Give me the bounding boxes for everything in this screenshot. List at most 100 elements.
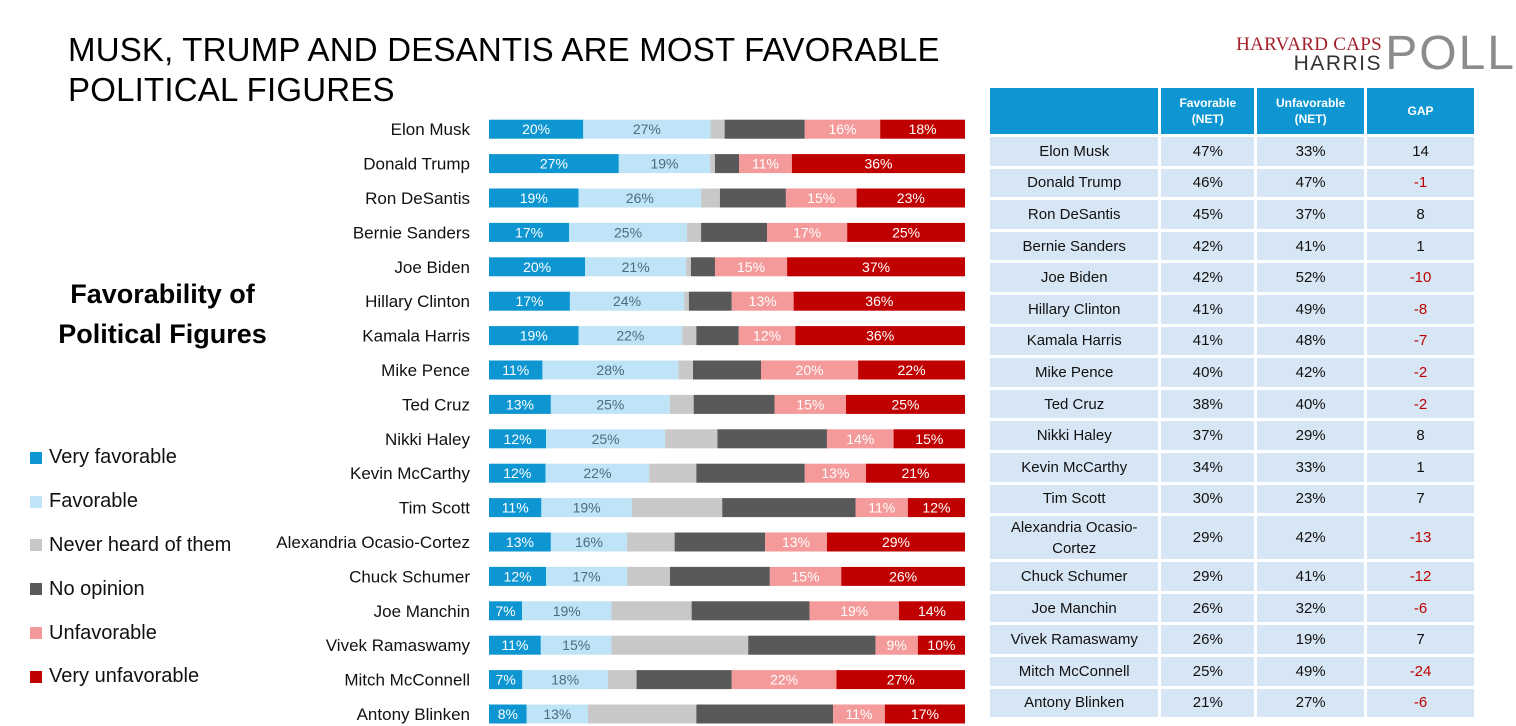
bar-kevin-mccarthy-very-unfavorable (866, 463, 965, 483)
data-label-ted-cruz-very-unfavorable: 25% (891, 396, 919, 412)
bar-ron-desantis-very-favorable (489, 188, 579, 208)
legend-label-unfavorable: Unfavorable (49, 621, 157, 644)
bar-bernie-sanders-unfavorable (767, 222, 848, 242)
data-label-ted-cruz-very-favorable: 13% (506, 396, 534, 412)
data-label-hillary-clinton-very-favorable: 17% (515, 293, 543, 309)
bar-kevin-mccarthy-favorable (545, 463, 650, 483)
table-cell-favorable: 42% (1161, 263, 1255, 292)
bar-kamala-harris-favorable (578, 326, 683, 346)
bar-alexandria-ocasio-cortez-no-opinion (674, 532, 766, 552)
data-label-antony-blinken-unfavorable: 11% (845, 706, 872, 722)
legend-label-favorable: Favorable (49, 490, 138, 513)
bar-vivek-ramaswamy-very-favorable (489, 635, 541, 655)
bar-mitch-mcconnell-unfavorable (731, 670, 837, 690)
bar-tim-scott-favorable (541, 498, 632, 518)
bar-joe-biden-favorable (585, 257, 687, 277)
legend-swatch-no-opinion (30, 583, 42, 596)
bar-hillary-clinton-never-heard-of-them (684, 291, 689, 311)
bar-elon-musk-very-unfavorable (880, 119, 965, 139)
table-row: Chuck Schumer 29% 41% -12 (990, 562, 1474, 591)
bar-bernie-sanders-very-unfavorable (847, 222, 965, 242)
category-label-nikki-haley: Nikki Haley (385, 430, 471, 449)
bar-ron-desantis-no-opinion (719, 188, 786, 208)
bar-hillary-clinton-unfavorable (731, 291, 794, 311)
table-cell-name: Kamala Harris (990, 326, 1159, 356)
bar-donald-trump-never-heard-of-them (710, 154, 715, 174)
bar-mike-pence-never-heard-of-them (678, 360, 693, 380)
bar-nikki-haley-never-heard-of-them (665, 429, 718, 449)
bar-nikki-haley-unfavorable (826, 429, 894, 449)
chart-legend: Very favorable Favorable Never heard of … (30, 436, 231, 699)
bar-chuck-schumer-favorable (546, 566, 628, 586)
category-label-joe-manchin: Joe Manchin (374, 602, 470, 621)
table-cell-favorable: 40% (1161, 358, 1255, 387)
table-cell-name: Chuck Schumer (990, 562, 1159, 591)
table-cell-gap: -2 (1367, 358, 1474, 387)
data-label-nikki-haley-favorable: 25% (592, 431, 620, 447)
bar-kamala-harris-unfavorable (738, 326, 796, 346)
table-cell-favorable: 34% (1161, 452, 1255, 482)
logo-line-1: HARVARD CAPS (1236, 34, 1382, 55)
category-label-joe-biden: Joe Biden (394, 258, 470, 277)
data-label-hillary-clinton-favorable: 24% (613, 293, 641, 309)
category-label-tim-scott: Tim Scott (399, 499, 470, 518)
category-label-kevin-mccarthy: Kevin McCarthy (350, 464, 470, 483)
bar-alexandria-ocasio-cortez-very-unfavorable (826, 532, 965, 552)
bar-ted-cruz-unfavorable (774, 394, 846, 414)
legend-label-never-heard: Never heard of them (49, 533, 232, 556)
category-label-bernie-sanders: Bernie Sanders (353, 223, 470, 242)
category-label-vivek-ramaswamy: Vivek Ramaswamy (326, 636, 471, 655)
data-label-mike-pence-unfavorable: 20% (796, 362, 824, 378)
bar-mike-pence-very-unfavorable (858, 360, 965, 380)
table-cell-gap: -6 (1367, 593, 1474, 623)
data-label-donald-trump-unfavorable: 11% (752, 156, 779, 172)
table-cell-favorable: 30% (1161, 484, 1255, 514)
data-label-kamala-harris-very-favorable: 19% (520, 328, 548, 344)
data-label-joe-biden-very-unfavorable: 37% (862, 259, 890, 275)
data-label-mike-pence-very-favorable: 11% (502, 362, 529, 378)
data-label-elon-musk-very-unfavorable: 18% (909, 121, 937, 137)
bar-mitch-mcconnell-very-unfavorable (836, 670, 965, 690)
category-label-chuck-schumer: Chuck Schumer (349, 567, 470, 586)
table-cell-name: Vivek Ramaswamy (990, 625, 1159, 654)
bar-mike-pence-favorable (542, 360, 679, 380)
bar-chuck-schumer-very-favorable (489, 566, 547, 586)
legend-swatch-very-favorable (30, 451, 42, 464)
bar-joe-biden-very-favorable (489, 257, 586, 277)
table-cell-unfavorable: 42% (1257, 516, 1365, 560)
data-label-mike-pence-very-unfavorable: 22% (898, 362, 926, 378)
bar-antony-blinken-favorable (526, 704, 588, 724)
table-cell-gap: 8 (1367, 200, 1474, 229)
data-label-donald-trump-very-favorable: 27% (540, 156, 568, 172)
bar-alexandria-ocasio-cortez-never-heard-of-them (627, 532, 675, 552)
table-row: Mike Pence 40% 42% -2 (990, 358, 1474, 387)
bar-donald-trump-no-opinion (714, 154, 740, 174)
data-label-donald-trump-favorable: 19% (650, 156, 678, 172)
data-label-tim-scott-favorable: 19% (573, 500, 601, 516)
table-cell-favorable: 29% (1161, 516, 1255, 560)
category-label-mitch-mcconnell: Mitch McConnell (344, 671, 470, 690)
bar-donald-trump-unfavorable (739, 154, 792, 174)
bar-hillary-clinton-no-opinion (688, 291, 732, 311)
bar-vivek-ramaswamy-unfavorable (875, 635, 918, 655)
bar-kevin-mccarthy-unfavorable (804, 463, 867, 483)
bar-nikki-haley-no-opinion (717, 429, 827, 449)
table-header-favorable-net: Favorable (NET) (1161, 88, 1255, 134)
table-cell-name: Nikki Haley (990, 421, 1159, 450)
table-cell-unfavorable: 42% (1257, 358, 1365, 387)
table-row: Mitch McConnell 25% 49% -24 (990, 656, 1474, 686)
data-label-kevin-mccarthy-unfavorable: 13% (821, 465, 849, 481)
table-row: Donald Trump 46% 47% -1 (990, 168, 1474, 198)
table-header-unfavorable-net: Unfavorable (NET) (1257, 88, 1365, 134)
bar-joe-manchin-unfavorable (809, 601, 900, 621)
bar-hillary-clinton-favorable (569, 291, 685, 311)
bar-chuck-schumer-never-heard-of-them (627, 566, 670, 586)
bar-joe-manchin-never-heard-of-them (611, 601, 692, 621)
data-label-joe-biden-very-favorable: 20% (523, 259, 551, 275)
bar-vivek-ramaswamy-no-opinion (748, 635, 876, 655)
legend-item-no-opinion: No opinion (30, 567, 231, 611)
bar-tim-scott-no-opinion (722, 498, 856, 518)
table-row: Ron DeSantis 45% 37% 8 (990, 200, 1474, 229)
table-cell-gap: -10 (1367, 263, 1474, 292)
table-cell-name: Elon Musk (990, 137, 1159, 166)
